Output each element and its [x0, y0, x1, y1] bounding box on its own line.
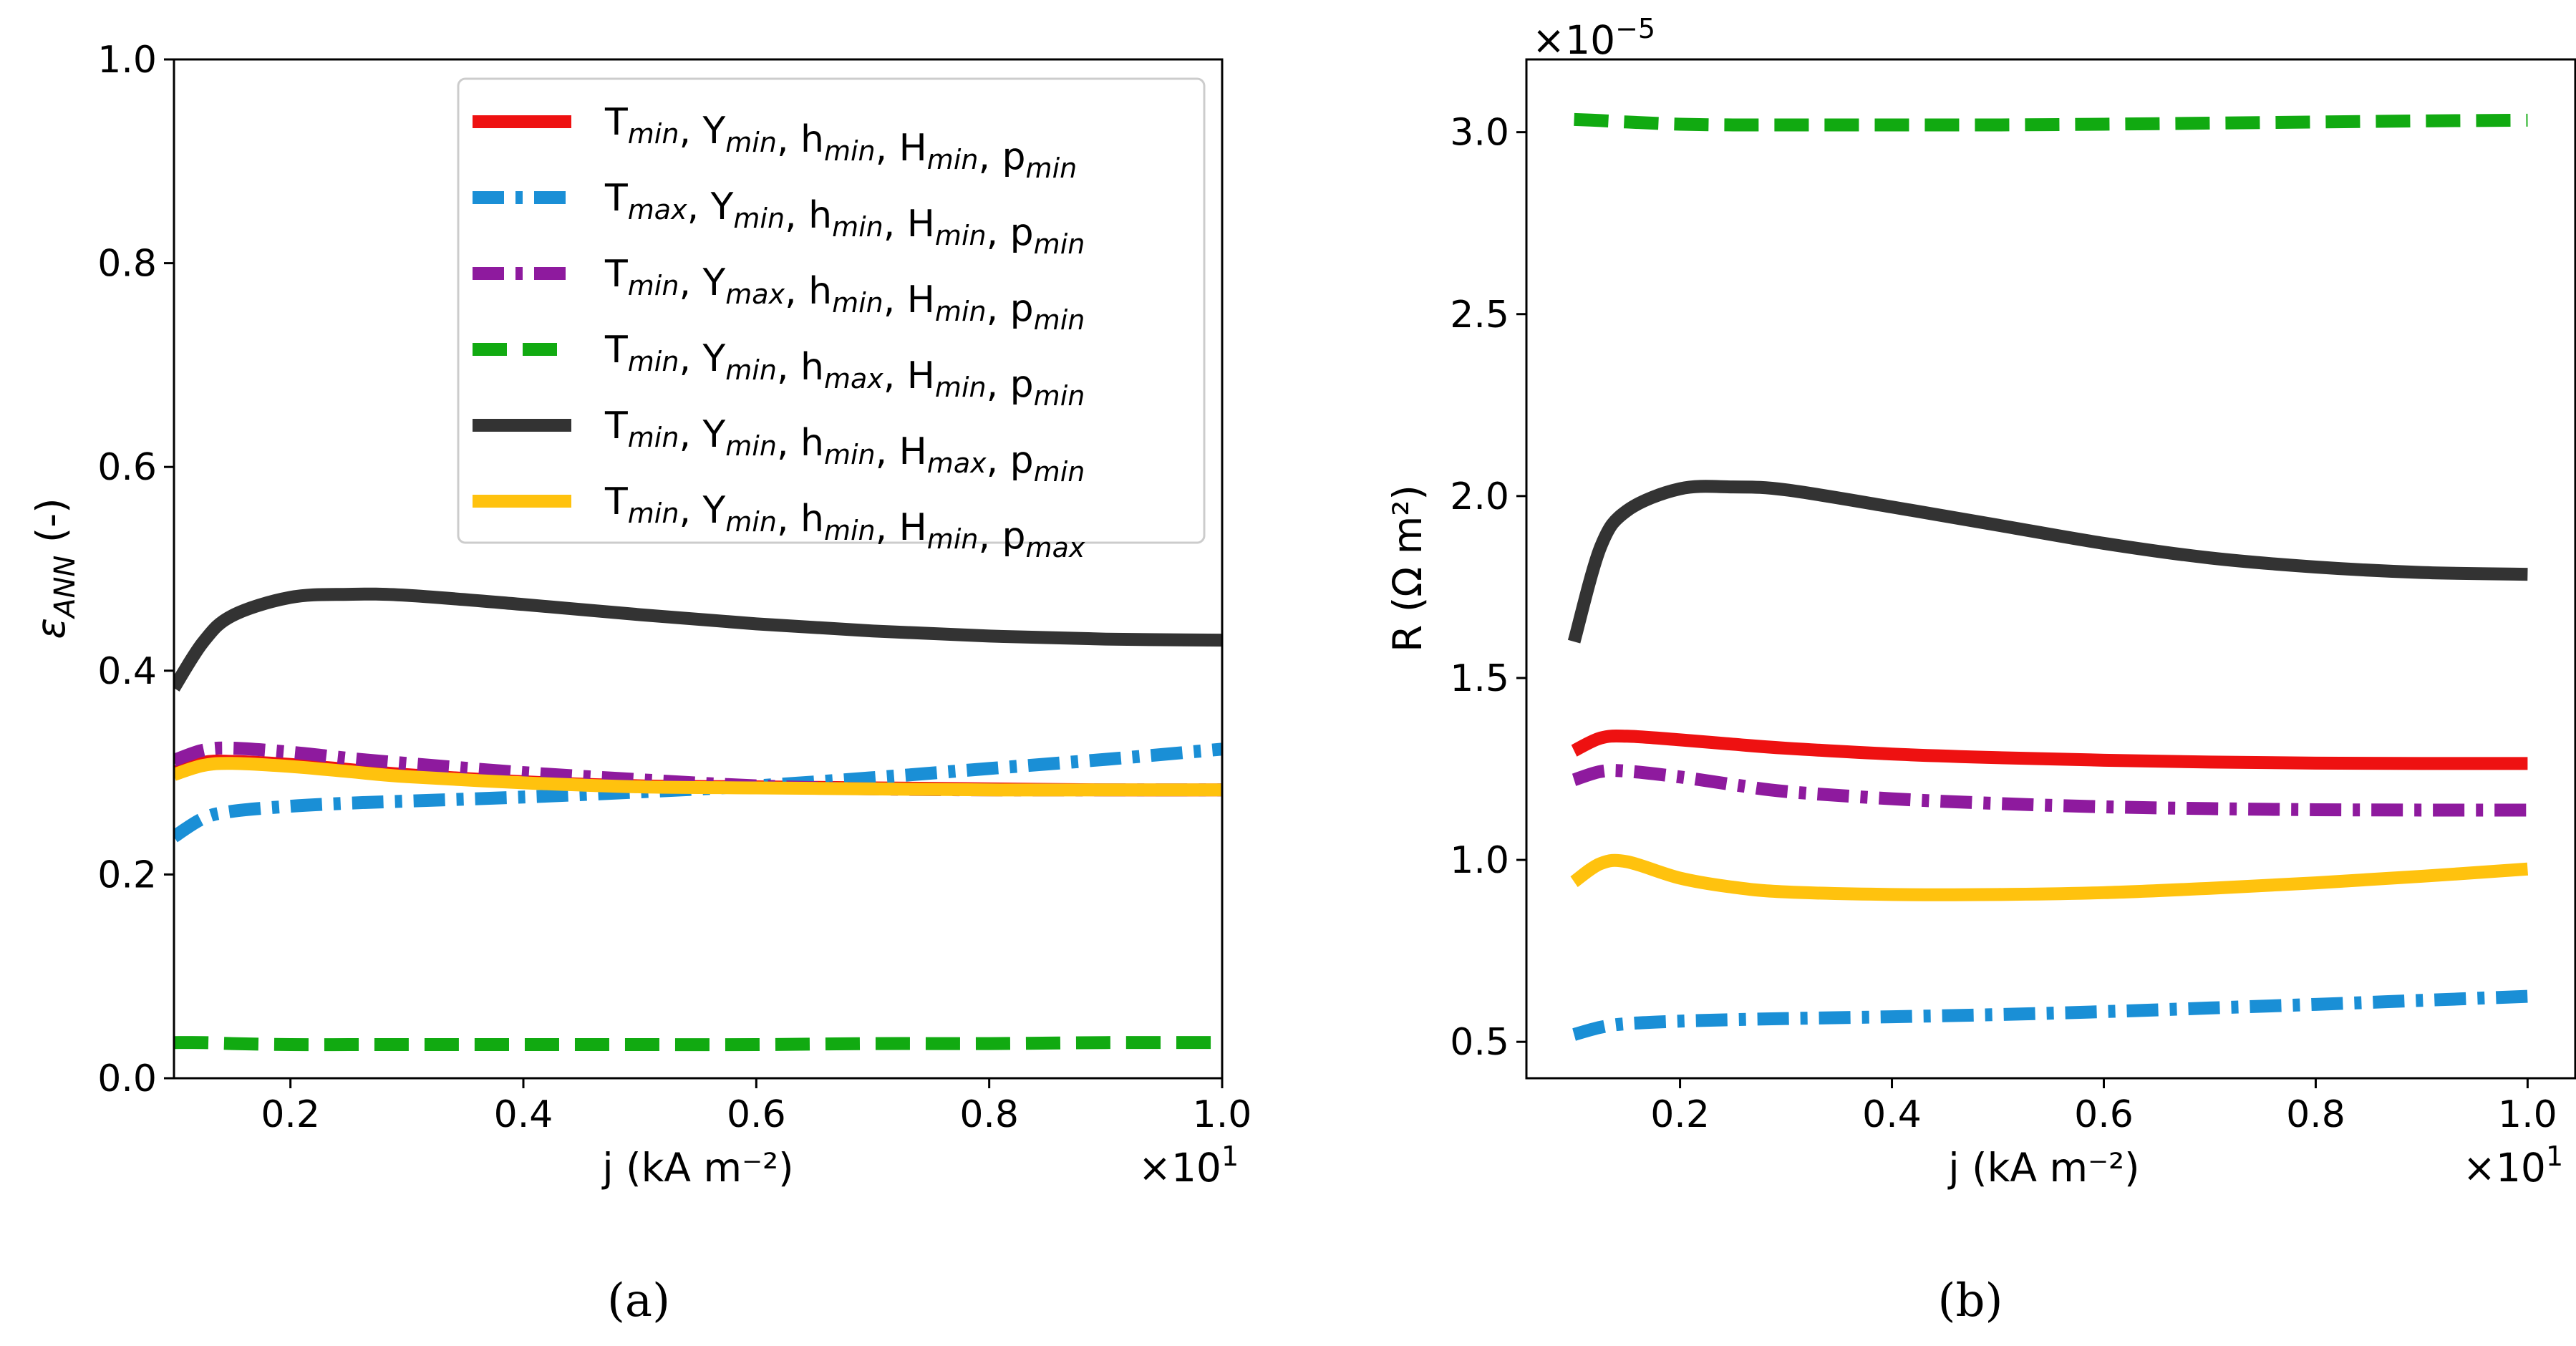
- series-line-5: [174, 587, 1222, 692]
- x-axis-label-b: j (kA m⁻²): [1947, 1145, 2139, 1191]
- y-tick-label: 1.0: [1450, 839, 1509, 882]
- chart-b: 0.2 0.4 0.6 0.8 1.0 0.5 1.0 1.5 2.0 2.5 3.0 j (kA …: [1385, 13, 2576, 1191]
- series-line-3: [174, 741, 1222, 797]
- x-tick-label: 1.0: [2498, 1093, 2557, 1136]
- y-tick-label: 2.0: [1450, 475, 1509, 518]
- ticks-a: 0.2 0.4 0.6 0.8 1.0 0.0 0.2 0.4 0.6 0.8 1.0: [97, 39, 1251, 1136]
- x-tick-label: 0.2: [1650, 1093, 1710, 1136]
- x-multiplier-b-exp: 1: [2546, 1141, 2563, 1172]
- ticks-b: 0.2 0.4 0.6 0.8 1.0 0.5 1.0 1.5 2.0 2.5 3.0: [1450, 112, 2557, 1136]
- series-line-6: [1570, 853, 2529, 901]
- axes-frame-a: [173, 58, 1224, 1080]
- chart-a: 0.2 0.4 0.6 0.8 1.0 0.0 0.2 0.4 0.6 0.8 1.0 j (kA …: [28, 39, 1251, 1191]
- series-line-3: [1572, 764, 2528, 817]
- x-multiplier-a-exp: 1: [1221, 1141, 1239, 1172]
- x-tick-label: 0.2: [261, 1093, 320, 1136]
- x-axis-label-a: j (kA m⁻²): [601, 1145, 793, 1191]
- series-line-2: [1572, 989, 2528, 1041]
- x-tick-label: 1.0: [1193, 1093, 1252, 1136]
- legend-entry-3: Tmin, Ymax, hmin, Hmin, pmin: [604, 253, 1085, 336]
- panel-label-b: (b): [1938, 1274, 2003, 1327]
- legend-entry-4: Tmin, Ymin, hmax, Hmin, pmin: [604, 329, 1085, 412]
- y-tick-label: 0.0: [97, 1057, 157, 1100]
- legend-entry-5: Tmin, Ymin, hmin, Hmax, pmin: [604, 405, 1085, 488]
- panel-label-a: (a): [607, 1274, 670, 1327]
- x-tick-label: 0.4: [494, 1093, 553, 1136]
- series-line-4: [1574, 112, 2528, 132]
- legend-entry-6: Tmin, Ymin, hmin, Hmin, pmax: [604, 480, 1085, 563]
- x-tick-label: 0.4: [1862, 1093, 1922, 1136]
- legend-frame: [457, 77, 1206, 544]
- y-axis-label-a-suffix: (-): [28, 498, 74, 555]
- y-tick-label: 1.0: [97, 39, 157, 82]
- y-multiplier-b: ×10−5: [1532, 13, 1655, 63]
- y-axis-label-b: R (Ω m²): [1385, 485, 1430, 652]
- x-tick-label: 0.8: [2286, 1093, 2345, 1136]
- y-multiplier-b-exp: −5: [1615, 13, 1655, 44]
- x-tick-label: 0.8: [959, 1093, 1019, 1136]
- x-tick-label: 0.6: [2074, 1093, 2134, 1136]
- series-line-5: [1567, 480, 2528, 644]
- x-multiplier-b: ×101: [2463, 1141, 2563, 1191]
- legend-entry-2: Tmax, Ymin, hmin, Hmin, pmin: [604, 177, 1085, 260]
- series-line-6: [174, 757, 1222, 797]
- series-line-1: [1571, 730, 2528, 770]
- y-tick-label: 0.8: [97, 243, 157, 286]
- y-tick-label: 0.4: [97, 650, 157, 693]
- axes-frame-b: [1525, 58, 2576, 1080]
- y-tick-label: 1.5: [1450, 657, 1509, 700]
- x-multiplier-a-base: ×10: [1138, 1145, 1221, 1191]
- plot-area-b: [1567, 112, 2529, 1041]
- series-line-2: [174, 742, 1222, 843]
- y-tick-label: 0.5: [1450, 1021, 1509, 1064]
- x-multiplier-a: ×101: [1138, 1141, 1239, 1191]
- y-axis-label-a-sub: ANN: [49, 556, 82, 620]
- y-tick-label: 2.5: [1450, 294, 1509, 336]
- plot-area-a: [174, 587, 1222, 1052]
- y-tick-label: 3.0: [1450, 112, 1509, 155]
- y-multiplier-b-base: ×10: [1532, 17, 1615, 63]
- x-tick-label: 0.6: [727, 1093, 786, 1136]
- x-multiplier-b-base: ×10: [2463, 1145, 2546, 1191]
- y-axis-label-a: εANN (-): [28, 498, 82, 639]
- y-tick-label: 0.6: [97, 446, 157, 489]
- y-tick-label: 0.2: [97, 853, 157, 896]
- y-axis-label-a-symbol: ε: [28, 618, 74, 639]
- legend-entry-1: Tmin, Ymin, hmin, Hmin, pmin: [604, 101, 1077, 184]
- series-line-4: [174, 1036, 1222, 1052]
